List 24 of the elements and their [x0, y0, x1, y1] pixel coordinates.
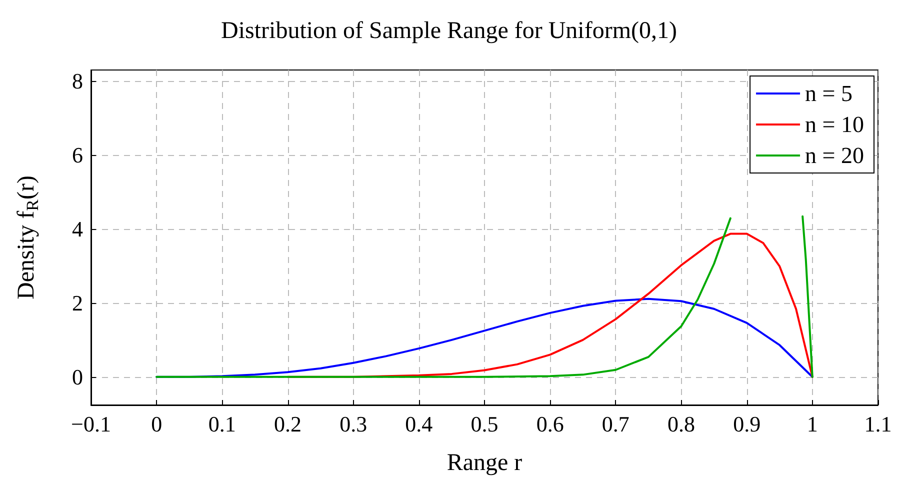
x-axis-title: Range r	[446, 450, 522, 476]
y-tick-label: 4	[72, 216, 83, 242]
x-tick-label: 0.9	[733, 412, 761, 436]
x-tick-label: 0.4	[405, 412, 433, 436]
x-tick-label: 0.5	[470, 412, 498, 436]
x-tick-label: −0.1	[71, 412, 111, 436]
y-axis-title: Density fR(r)	[14, 176, 42, 300]
y-tick-label: 6	[72, 142, 83, 168]
x-tick-label: 0.8	[668, 412, 695, 436]
x-tick-label: 1.1	[864, 412, 892, 436]
x-tick-label: 0.3	[340, 412, 368, 436]
x-tick-label: 0.1	[208, 412, 236, 436]
x-tick-label: 0.6	[536, 412, 564, 436]
x-tick-label: 0.2	[274, 412, 302, 436]
x-tick-label: 0	[151, 412, 162, 436]
legend-label: n = 20	[805, 143, 864, 168]
y-tick-label: 2	[72, 290, 83, 316]
legend-label: n = 5	[805, 81, 853, 106]
y-tick-label: 8	[72, 68, 83, 94]
chart-title: Distribution of Sample Range for Uniform(0,1)	[221, 18, 677, 44]
legend-label: n = 10	[805, 112, 864, 137]
y-tick-label: 0	[72, 364, 83, 390]
x-tick-label: 1	[806, 412, 818, 436]
x-tick-label: 0.7	[602, 412, 630, 436]
